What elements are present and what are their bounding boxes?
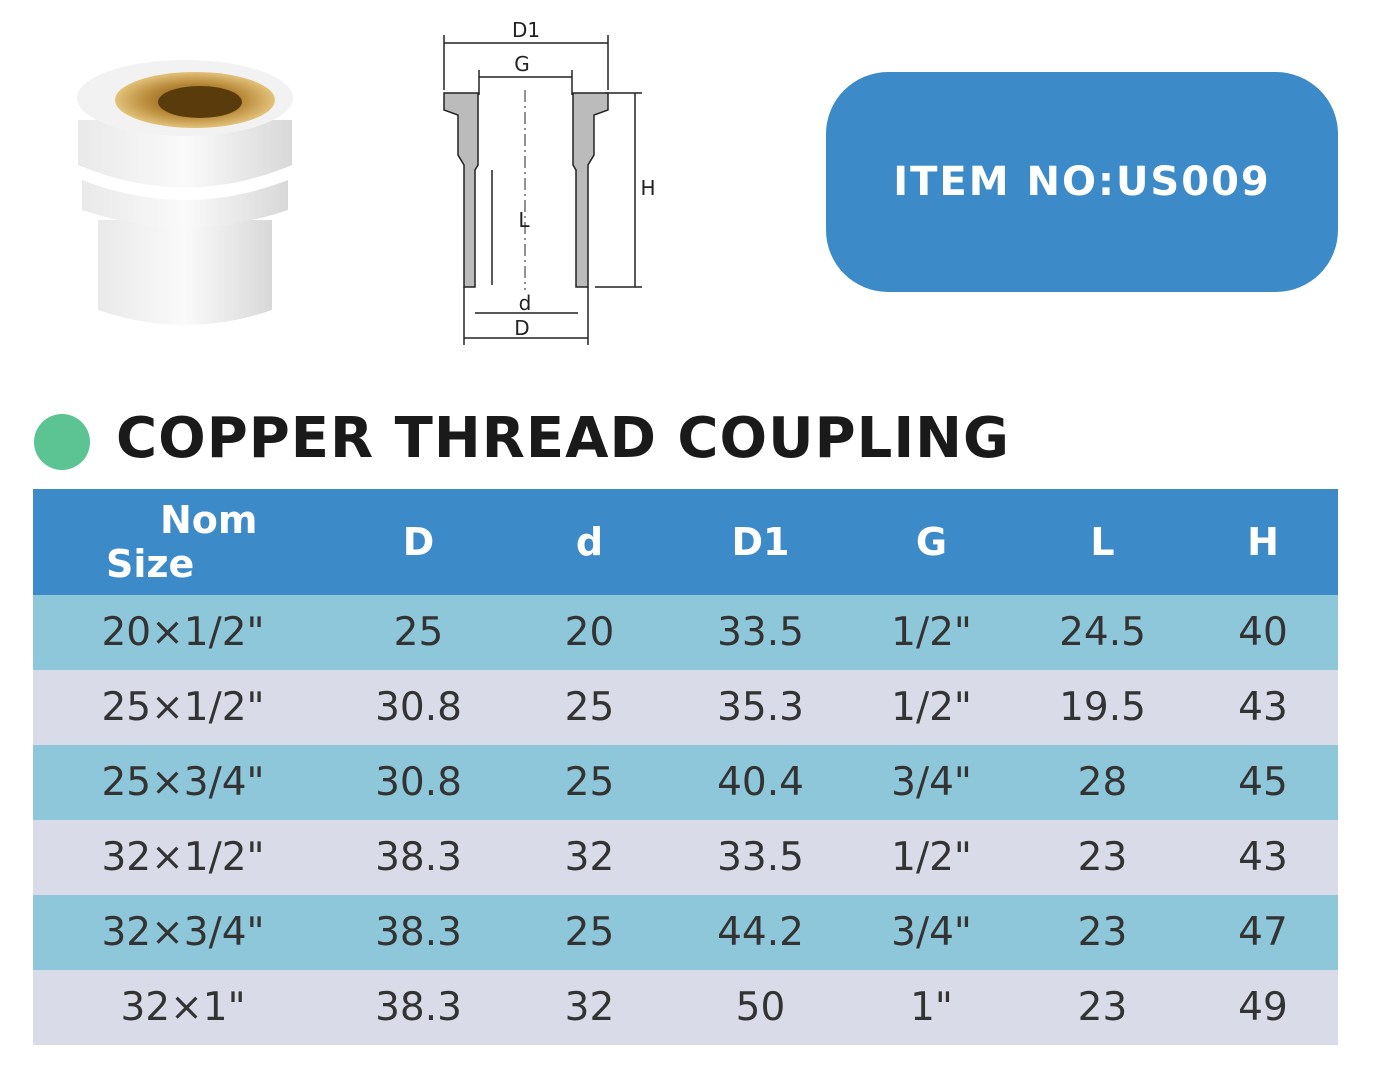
item-number: ITEM NO:US009 bbox=[826, 72, 1338, 292]
header-cell: H bbox=[1188, 489, 1338, 595]
dimension-label: D bbox=[514, 316, 529, 340]
product-title: COPPER THREAD COUPLING bbox=[116, 406, 1010, 471]
dimension-label: L bbox=[518, 208, 530, 232]
table-cell: 19.5 bbox=[1017, 670, 1188, 745]
dimension-drawing: D1 G H LdD bbox=[443, 18, 656, 345]
table-cell: 3/4" bbox=[846, 745, 1017, 820]
table-cell: 1/2" bbox=[846, 820, 1017, 895]
table-cell: 28 bbox=[1017, 745, 1188, 820]
header-cell: d bbox=[504, 489, 675, 595]
table-cell: 35.3 bbox=[675, 670, 846, 745]
table-cell: 20×1/2" bbox=[33, 595, 333, 670]
table-cell: 33.5 bbox=[675, 820, 846, 895]
bullet bbox=[34, 414, 90, 470]
table-cell: 3/4" bbox=[846, 895, 1017, 970]
table-row: 32×1/2" 38.3 32 33.5 1/2" 23 43 bbox=[33, 820, 1338, 895]
table-cell: 50 bbox=[675, 970, 846, 1045]
table-cell: 43 bbox=[1188, 670, 1338, 745]
table-cell: 20 bbox=[504, 595, 675, 670]
header-cell: D1 bbox=[675, 489, 846, 595]
table-cell: 30.8 bbox=[333, 745, 504, 820]
table-row: 32×3/4" 38.3 25 44.2 3/4" 23 47 bbox=[33, 895, 1338, 970]
table-row: 20×1/2" 25 20 33.5 1/2" 24.5 40 bbox=[33, 595, 1338, 670]
table-cell: 23 bbox=[1017, 970, 1188, 1045]
table-cell: 38.3 bbox=[333, 820, 504, 895]
table-cell: 40 bbox=[1188, 595, 1338, 670]
header-line: Size bbox=[106, 542, 195, 586]
table-cell: 38.3 bbox=[333, 895, 504, 970]
table-cell: 1/2" bbox=[846, 595, 1017, 670]
dimension-label: H bbox=[640, 176, 655, 200]
table-cell: 44.2 bbox=[675, 895, 846, 970]
table-cell: 1/2" bbox=[846, 670, 1017, 745]
table-cell: 32×1" bbox=[33, 970, 333, 1045]
table-cell: 40.4 bbox=[675, 745, 846, 820]
table-cell: 33.5 bbox=[675, 595, 846, 670]
table-cell: 25 bbox=[333, 595, 504, 670]
product-photo bbox=[77, 60, 293, 325]
dimension-label: D1 bbox=[512, 18, 540, 42]
header-cell: L bbox=[1017, 489, 1188, 595]
table-row: 25×3/4" 30.8 25 40.4 3/4" 28 45 bbox=[33, 745, 1338, 820]
table-cell: 25 bbox=[504, 895, 675, 970]
header-line: Nom bbox=[160, 498, 258, 542]
table-cell: 32 bbox=[504, 820, 675, 895]
table-cell: 43 bbox=[1188, 820, 1338, 895]
table-cell: 24.5 bbox=[1017, 595, 1188, 670]
table-cell: 25 bbox=[504, 745, 675, 820]
table-cell: 38.3 bbox=[333, 970, 504, 1045]
table-row: 32×1" 38.3 32 50 1" 23 49 bbox=[33, 970, 1338, 1045]
table-cell: 49 bbox=[1188, 970, 1338, 1045]
table-cell: 1" bbox=[846, 970, 1017, 1045]
table-cell: 23 bbox=[1017, 895, 1188, 970]
table-cell: 45 bbox=[1188, 745, 1338, 820]
table-cell: 30.8 bbox=[333, 670, 504, 745]
table-cell: 25 bbox=[504, 670, 675, 745]
header-cell: D bbox=[333, 489, 504, 595]
table-cell: 32×3/4" bbox=[33, 895, 333, 970]
dimension-label: d bbox=[519, 291, 532, 315]
table-cell: 32×1/2" bbox=[33, 820, 333, 895]
table-cell: 23 bbox=[1017, 820, 1188, 895]
table-cell: 47 bbox=[1188, 895, 1338, 970]
dimension-label: G bbox=[514, 52, 530, 76]
table-cell: 25×3/4" bbox=[33, 745, 333, 820]
table-cell: 25×1/2" bbox=[33, 670, 333, 745]
table-row: 25×1/2" 30.8 25 35.3 1/2" 19.5 43 bbox=[33, 670, 1338, 745]
header-cell: G bbox=[846, 489, 1017, 595]
table-cell: 32 bbox=[504, 970, 675, 1045]
header-cell: Nom Size bbox=[33, 489, 333, 595]
